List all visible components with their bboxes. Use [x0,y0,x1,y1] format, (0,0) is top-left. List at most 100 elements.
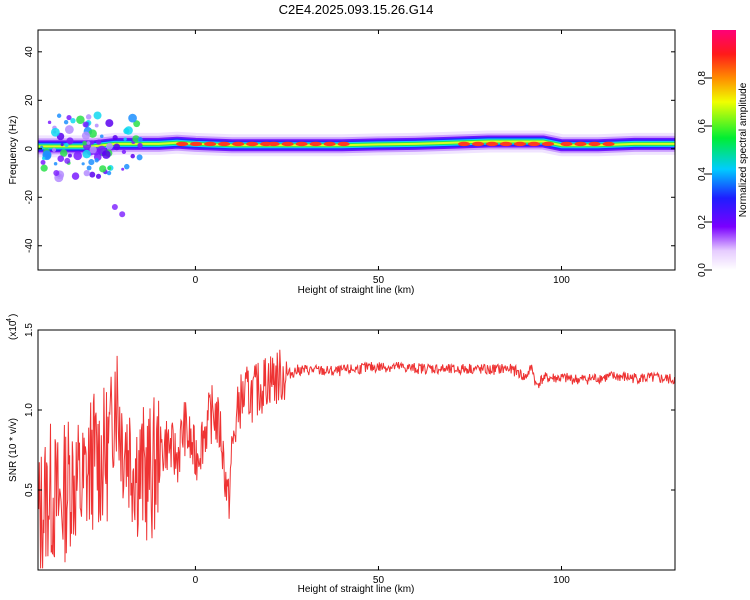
top-y-tick-label: -40 [24,238,35,253]
spectrogram-peak [472,141,485,147]
spectrogram-scatter-point [119,211,126,218]
spectrogram-blob [86,165,92,171]
spectrogram-blob [130,153,135,159]
spectrogram-blob [89,171,96,178]
spectrogram-blob [99,134,104,138]
spectrogram-blob [40,145,44,149]
colorbar-tick-label: 0.2 [697,215,708,229]
spectrogram-peak [337,141,350,147]
exponent-label: (x10 4 ) [6,314,19,340]
spectrogram-blob [66,137,74,145]
bottom-x-tick-label: 0 [193,575,199,586]
spectrogram-blob [82,140,87,146]
top-y-tick-label: -20 [24,190,35,205]
spectrogram-blob [57,155,65,163]
spectrogram-blob [85,114,92,120]
colorbar-ticks: 0.0 0.2 0.4 0.6 0.8 [697,71,712,277]
top-y-tick-label: 20 [24,94,35,106]
spectrogram-peak [602,141,615,147]
spectrogram-blob [41,156,46,161]
top-y-tick-label: 40 [24,46,35,58]
spectrogram-peak [295,141,308,147]
spectrogram-blob [124,163,130,170]
bottom-x-axis: 0 50 100 [193,330,570,586]
colorbar-tick-label: 0.8 [697,71,708,85]
spectrogram-blob [88,129,97,138]
spectrogram-blob [73,151,82,161]
spectrogram-peak [218,141,231,147]
top-x-tick-label: 50 [373,275,385,286]
colorbar: 0.0 0.2 0.4 0.6 0.8 Normalized spectral ampl… [697,30,749,277]
spectrogram-blob [112,135,118,141]
spectrogram-peak [588,141,601,147]
spectrogram-peak [323,141,336,147]
spectrogram-blob [89,146,97,154]
spectrogram-panel: 0 50 100 40 20 0 -20 -40 Height of straight li… [8,29,676,296]
spectrogram-heatmap [38,111,675,218]
spectrogram-blob [40,164,48,172]
spectrogram-blob [121,149,127,155]
spectrogram-peak [246,141,259,147]
snr-frame [37,329,676,571]
colorbar-gradient [712,30,736,270]
spectrogram-blob [94,158,99,163]
spectrogram-peak [190,141,203,147]
spectrogram-blob [107,166,112,171]
spectrogram-blob [83,169,90,177]
spectrogram-blob [67,153,72,158]
spectrogram-frame [37,29,676,271]
colorbar-tick-label: 0.6 [697,119,708,133]
colorbar-tick-label: 0.0 [697,263,708,277]
spectrogram-peak [542,141,555,147]
bottom-y-tick-label: 1.0 [24,403,35,417]
bottom-y-tick-label: 1.5 [24,323,35,337]
spectrogram-peak [309,141,322,147]
spectrogram-peak [176,141,189,147]
bottom-x-tick-label: 100 [553,575,570,586]
top-y-axis: 40 20 0 -20 -40 [24,46,675,253]
spectrogram-blob [70,117,76,124]
spectrogram-blob [132,135,140,143]
spectrogram-peak [486,141,499,147]
spectrogram-peak [500,141,513,147]
spectrogram-blob [81,162,85,166]
colorbar-label: Normalized spectral amplitude [738,82,749,217]
top-y-axis-label: Frequency (Hz) [8,116,19,185]
bottom-x-axis-label: Height of straight line (km) [298,584,415,595]
top-y-tick-label: 0 [24,146,35,152]
spectrogram-blob [88,159,95,166]
spectrogram-blob [113,143,121,151]
spectrogram-blob [95,173,102,179]
spectrogram-peak [560,141,573,147]
spectrogram-blob [137,142,143,149]
exponent-base: (x10 [8,320,19,340]
spectrogram-blob [86,141,91,145]
spectrogram-scatter-point [53,170,60,177]
spectrogram-peak [528,141,541,147]
spectrogram-peak [232,141,245,147]
spectrogram-scatter-point [64,157,71,164]
figure-title: C2E4.2025.093.15.26.G14 [279,2,434,17]
spectrogram-blob [71,172,80,180]
spectrogram-blob [64,125,74,134]
spectrogram-blob [47,120,52,125]
top-x-axis-label: Height of straight line (km) [298,285,415,296]
top-x-axis: 0 50 100 [193,30,570,286]
spectrogram-blob [64,142,69,148]
snr-line-layer [38,349,675,569]
spectrogram-scatter-point [82,121,89,128]
spectrogram-peak [267,141,280,147]
spectrogram-blob [128,113,137,123]
exponent-power: 4 [6,318,13,322]
spectrogram-blob [40,159,46,165]
spectrogram-peak [204,141,217,147]
spectrogram-blob [99,165,107,173]
spectrogram-peak [514,141,527,147]
spectrogram-blob [105,142,114,150]
spectrogram-peak [574,141,587,147]
spectrogram-blob [51,147,57,152]
spectrogram-blob [76,115,85,125]
spectrogram-blob [66,115,72,121]
spectrogram-blob [94,123,99,128]
